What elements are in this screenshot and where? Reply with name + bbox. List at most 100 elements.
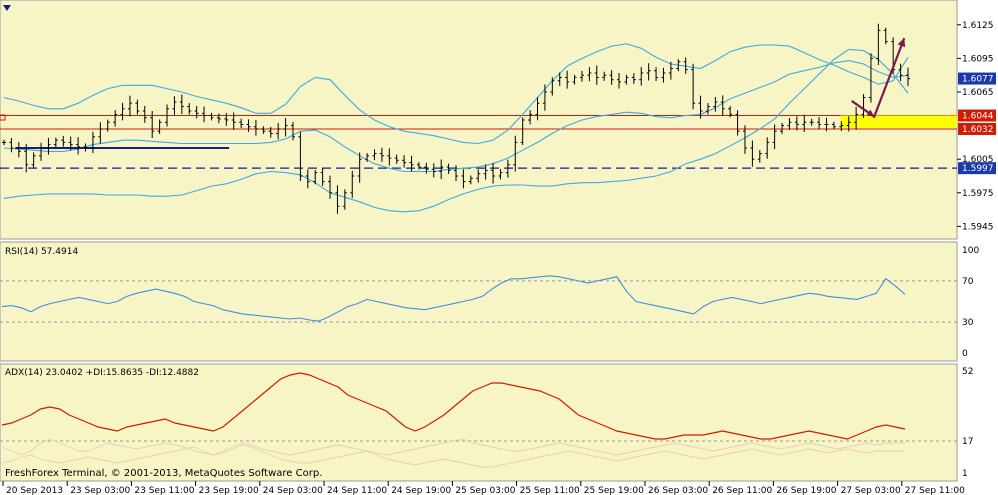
- rsi-line: [1, 275, 906, 322]
- price-bar: [61, 135, 66, 147]
- forecast-arrow-head: [866, 109, 875, 117]
- price-bar: [713, 96, 718, 112]
- price-bar: [520, 117, 525, 146]
- forecast-arrow-head: [897, 38, 906, 48]
- price-bar: [861, 94, 866, 118]
- price-bar: [542, 84, 547, 111]
- price-bar: [120, 102, 125, 121]
- price-bar: [565, 70, 570, 89]
- price-bar: [839, 121, 844, 132]
- price-bar: [290, 122, 295, 141]
- price-bar: [535, 97, 540, 121]
- price-axis-label: 1.6095: [962, 54, 994, 64]
- price-bar: [491, 162, 496, 184]
- price-bar: [179, 94, 184, 115]
- price-bar: [624, 74, 629, 85]
- price-bar: [742, 125, 747, 154]
- price-axis-label: 1.5975: [962, 189, 994, 199]
- price-bar: [239, 118, 244, 128]
- level-marker-icon[interactable]: [0, 114, 6, 121]
- price-tag: [958, 109, 996, 122]
- price-bar: [513, 135, 518, 172]
- price-bar: [631, 73, 636, 84]
- time-axis-label: 27 Sep 03:00: [841, 486, 901, 495]
- price-bar: [454, 165, 458, 182]
- price-bar: [654, 67, 659, 81]
- dropdown-triangle-icon[interactable]: [3, 5, 11, 11]
- rsi-axis-label: 0: [962, 349, 968, 359]
- price-bar: [24, 143, 29, 173]
- rsi-axis-label: 100: [962, 246, 979, 256]
- price-bar: [735, 110, 740, 136]
- price-bar: [224, 112, 229, 126]
- price-bar: [172, 96, 177, 115]
- price-bar: [691, 63, 696, 110]
- time-axis-label: 27 Sep 11:00: [905, 486, 965, 495]
- price-bar: [676, 59, 681, 72]
- price-bar: [357, 152, 362, 183]
- price-bar: [305, 169, 310, 189]
- price-bar: [883, 27, 888, 45]
- price-bar: [476, 169, 481, 183]
- price-bar: [387, 148, 392, 166]
- price-bar: [728, 106, 733, 118]
- price-bar: [46, 137, 51, 155]
- price-bar: [328, 175, 333, 199]
- price-bar: [854, 106, 859, 130]
- price-bar: [809, 118, 814, 126]
- price-bar: [394, 154, 399, 164]
- price-bar: [409, 155, 414, 172]
- price-bar: [757, 150, 762, 163]
- adx-axis-label: 52: [962, 367, 973, 377]
- adx-title: ADX(14) 23.0402 +DI:15.8635 -DI:12.4882: [5, 368, 199, 378]
- price-bar: [276, 123, 281, 140]
- price-bar: [142, 105, 147, 123]
- time-axis-label: 24 Sep 03:00: [263, 486, 323, 495]
- price-bar: [209, 112, 214, 121]
- price-bar: [261, 126, 266, 134]
- adx-panel: [0, 363, 958, 482]
- price-bar: [157, 119, 162, 134]
- time-axis-label: 23 Sep 03:00: [70, 486, 130, 495]
- price-bar: [350, 170, 355, 198]
- time-axis-label: 25 Sep 11:00: [520, 486, 580, 495]
- price-tag: [958, 72, 996, 85]
- rsi-title: RSI(14) 57.4914: [5, 247, 78, 257]
- price-axis-label: 1.5945: [962, 222, 994, 232]
- price-bar: [461, 169, 466, 189]
- price-tag-label: 1.6032: [962, 125, 994, 135]
- price-bar: [39, 142, 44, 161]
- price-bar: [787, 117, 792, 130]
- price-bar: [402, 155, 407, 168]
- price-bar: [320, 168, 325, 186]
- price-bar: [705, 103, 710, 115]
- price-bar: [750, 140, 755, 167]
- price-bar: [335, 185, 340, 214]
- price-bar: [90, 131, 95, 154]
- price-bar: [83, 143, 88, 152]
- price-bar: [720, 95, 725, 116]
- price-bar: [342, 189, 347, 210]
- rsi-axis-label: 70: [962, 277, 974, 287]
- price-bar: [831, 121, 836, 130]
- price-bar: [187, 103, 192, 115]
- price-bar: [483, 164, 488, 180]
- price-bar: [698, 95, 703, 119]
- time-axis-label: 26 Sep 11:00: [712, 486, 772, 495]
- price-bar: [231, 112, 236, 130]
- price-tag-label: 1.5997: [962, 164, 994, 174]
- price-bar: [594, 65, 599, 85]
- price-bar: [876, 23, 881, 66]
- price-bar: [202, 106, 207, 123]
- price-bar: [313, 169, 318, 185]
- price-bar: [431, 163, 436, 178]
- price-bar: [16, 142, 21, 158]
- price-bar: [780, 122, 785, 134]
- price-bar: [105, 119, 110, 132]
- price-bar: [113, 110, 118, 127]
- bollinger-upper-band: [3, 43, 909, 145]
- price-bar: [468, 175, 473, 185]
- price-tag-label: 1.6077: [962, 75, 994, 85]
